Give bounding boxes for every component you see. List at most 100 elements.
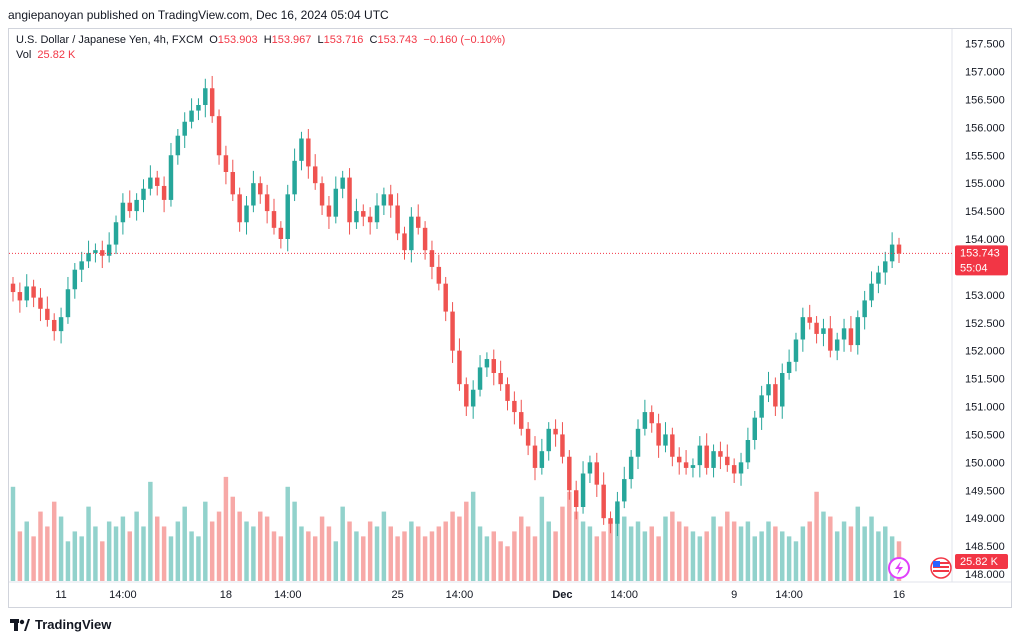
candle-body bbox=[361, 211, 366, 217]
volume-bar bbox=[546, 521, 551, 581]
lightning-icon[interactable] bbox=[888, 557, 910, 579]
candle-body bbox=[155, 177, 160, 186]
volume-bar bbox=[855, 506, 861, 581]
candle-body bbox=[704, 445, 709, 468]
legend-symbol[interactable]: U.S. Dollar / Japanese Yen, 4h, FXCM bbox=[16, 34, 204, 46]
volume-bar bbox=[704, 531, 709, 581]
candle-body bbox=[51, 319, 57, 332]
price-tick-label: 148.500 bbox=[965, 541, 1005, 553]
volume-bar bbox=[635, 521, 641, 581]
volume-bar bbox=[580, 521, 586, 581]
candle-body bbox=[594, 462, 600, 485]
candle-body bbox=[196, 105, 201, 111]
candle-body bbox=[608, 518, 613, 524]
volume-bar bbox=[409, 521, 414, 581]
legend-close-label: C bbox=[369, 34, 378, 46]
candle-body bbox=[258, 183, 263, 195]
volume-bar bbox=[113, 526, 119, 581]
candle-body bbox=[264, 194, 270, 212]
time-axis[interactable]: 11 14:00 18 14:00 25 14:00 Dec 14:00 9 14:00 16 bbox=[55, 589, 905, 601]
candle-body bbox=[656, 423, 661, 446]
candle-body bbox=[464, 384, 469, 407]
candle-body bbox=[553, 428, 558, 435]
candle-body bbox=[731, 465, 737, 474]
volume-bar bbox=[45, 526, 50, 581]
us-flag-icon[interactable] bbox=[930, 557, 952, 579]
volume-bar bbox=[622, 516, 627, 581]
volume-bar bbox=[525, 526, 531, 581]
volume-bar bbox=[230, 496, 236, 581]
volume-bar bbox=[72, 531, 78, 581]
volume-bar bbox=[175, 521, 181, 581]
candle-body bbox=[780, 373, 785, 407]
legend-open-value: 153.903 bbox=[217, 34, 258, 46]
candle-body bbox=[855, 317, 861, 346]
price-tick-label: 156.000 bbox=[965, 122, 1005, 134]
candle-body bbox=[532, 445, 538, 468]
volume-bar bbox=[196, 536, 201, 581]
candle-body bbox=[725, 456, 730, 466]
candle-body bbox=[615, 501, 620, 524]
volume-bar bbox=[223, 476, 229, 581]
candle-body bbox=[546, 428, 551, 452]
tradingview-brand: TradingView bbox=[35, 617, 112, 632]
candle-body bbox=[814, 322, 819, 334]
candle-body bbox=[388, 194, 393, 206]
candle-body bbox=[244, 205, 249, 223]
volume-bar bbox=[883, 526, 888, 581]
price-tick-label: 150.500 bbox=[965, 429, 1005, 441]
volume-bar bbox=[697, 536, 703, 581]
candle-body bbox=[862, 300, 867, 318]
volume-bar bbox=[65, 541, 71, 581]
candle-body bbox=[601, 484, 606, 519]
candle-body bbox=[402, 233, 407, 251]
legend-low-value: 153.716 bbox=[323, 34, 364, 46]
volume-bar bbox=[869, 516, 874, 581]
legend-volume-label[interactable]: Vol bbox=[16, 49, 32, 61]
candle-body bbox=[24, 286, 29, 301]
time-tick-label: 14:00 bbox=[274, 589, 302, 601]
chart-frame bbox=[8, 28, 1012, 608]
volume-bar bbox=[203, 501, 208, 581]
candle-body bbox=[896, 244, 902, 254]
candle-body bbox=[443, 283, 448, 312]
bar-countdown: 55:04 bbox=[960, 262, 988, 274]
volume-bar bbox=[120, 516, 126, 581]
tradingview-footer[interactable]: TradingView bbox=[10, 617, 111, 632]
candle-body bbox=[333, 188, 339, 217]
volume-bar bbox=[374, 526, 380, 581]
volume-bar bbox=[168, 536, 174, 581]
volume-bar bbox=[725, 511, 730, 581]
volume-bar bbox=[347, 521, 352, 581]
candle-body bbox=[793, 339, 799, 362]
volume-bar bbox=[333, 541, 339, 581]
candle-body bbox=[113, 222, 119, 245]
volume-bar bbox=[402, 531, 407, 581]
volume-bar bbox=[876, 531, 881, 581]
last-price-value: 153.743 bbox=[960, 247, 1000, 259]
volume-bar bbox=[773, 526, 778, 581]
volume-bar bbox=[560, 506, 565, 581]
volume-bar bbox=[567, 491, 572, 581]
candle-body bbox=[573, 490, 579, 507]
candle-body bbox=[79, 261, 84, 270]
volume-bar bbox=[718, 526, 723, 581]
volume-bar bbox=[786, 536, 792, 581]
candle-body bbox=[587, 462, 593, 474]
volume-bar bbox=[354, 531, 359, 581]
volume-bar bbox=[361, 536, 366, 581]
candle-body bbox=[622, 479, 627, 502]
volume-bar bbox=[711, 516, 716, 581]
price-axis[interactable]: 157.500 157.000 156.500 156.000 155.500 155.0… bbox=[965, 39, 1005, 581]
time-tick-label: 25 bbox=[391, 589, 403, 601]
candle-body bbox=[251, 183, 256, 206]
volume-bar bbox=[759, 531, 764, 581]
candle-body bbox=[175, 135, 181, 156]
time-tick-label: 14:00 bbox=[611, 589, 639, 601]
volume-bar bbox=[340, 506, 345, 581]
candle-body bbox=[271, 211, 277, 228]
candle-body bbox=[450, 311, 455, 351]
price-tick-label: 157.500 bbox=[965, 39, 1005, 51]
volume-bar bbox=[841, 521, 847, 581]
